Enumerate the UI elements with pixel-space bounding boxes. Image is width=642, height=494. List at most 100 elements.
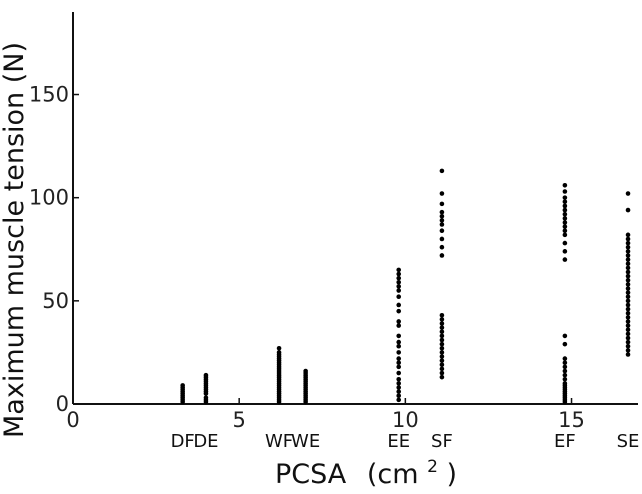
data-point [203,372,209,378]
category-label-sf: SF [431,431,453,452]
data-point [562,372,568,378]
data-point [562,356,568,361]
data-point [562,228,568,233]
data-point [396,360,402,366]
data-point [439,333,445,339]
data-point [439,236,445,242]
data-point [439,321,445,326]
data-point [625,286,631,291]
data-point [625,298,631,304]
x-axis-title-unit-superscript: 2 [427,457,438,477]
series-ee [396,267,402,403]
data-point [396,385,402,390]
data-point [396,323,402,328]
data-point [562,232,568,238]
data-point [625,343,631,349]
data-point [396,333,402,339]
category-label-se: SE [617,431,640,452]
data-point [562,360,568,366]
data-point [396,284,402,289]
data-point [562,220,568,225]
data-point [625,257,631,262]
data-point [562,195,568,200]
data-point [396,294,402,300]
data-point [562,199,568,205]
x-tick-label: 15 [558,408,585,432]
data-point [439,168,445,174]
data-points [180,168,631,405]
data-point [625,294,631,300]
data-point [439,374,445,380]
data-point [439,354,445,359]
data-point [562,211,568,217]
y-axis-title: Maximum muscle tension (N) [0,42,30,438]
data-point [625,244,631,250]
data-point [439,341,445,347]
data-point [439,329,445,335]
data-point [439,201,445,207]
data-point [276,350,282,355]
data-point [439,312,445,318]
data-point [625,323,631,328]
data-point [396,364,402,370]
category-label-de: DE [193,431,218,452]
data-point [625,315,631,320]
data-point [625,331,631,337]
series-wf [276,345,282,405]
data-point [439,362,445,368]
data-point [439,191,445,196]
data-point [439,222,445,227]
category-label-we: WE [291,431,320,452]
data-point [396,275,402,281]
y-tick-label: 100 [29,186,69,210]
y-ticks: 0 50 100 150 [29,83,79,416]
data-point [625,261,631,267]
data-point [396,350,402,355]
data-point [396,267,402,273]
data-point [396,389,402,394]
y-tick-label: 50 [42,289,69,313]
data-point [396,376,402,382]
data-point [439,370,445,376]
data-point [180,383,185,388]
data-point [439,325,445,330]
data-point [562,249,568,254]
data-point [625,290,631,295]
data-point [562,257,568,262]
data-point [562,341,568,347]
series-ef [562,183,568,405]
data-point [625,273,631,279]
data-point [562,381,568,386]
data-point [439,228,445,233]
data-point [625,191,631,196]
data-point [439,345,445,351]
data-point [562,240,568,246]
data-point [439,317,445,322]
data-point [625,302,631,308]
data-point [625,352,631,357]
data-point [439,209,445,215]
data-point [396,271,402,277]
data-point [303,368,308,374]
data-point [562,203,568,209]
x-ticks: 0 5 10 15 [66,398,585,432]
data-point [439,337,445,343]
x-axis-title-unit-close: ) [447,459,458,490]
category-label-wf: WF [265,431,293,452]
data-point [625,310,631,316]
data-point [625,269,631,275]
data-point [625,335,631,341]
data-point [439,253,445,258]
y-tick-label: 150 [29,83,69,107]
data-point [625,327,631,333]
data-point [625,265,631,271]
data-point [396,393,402,399]
data-point [625,249,631,254]
data-point [276,345,282,351]
data-point [439,244,445,250]
data-point [625,240,631,246]
data-point [396,343,402,349]
y-tick-label: 0 [56,392,69,416]
data-point [439,350,445,355]
